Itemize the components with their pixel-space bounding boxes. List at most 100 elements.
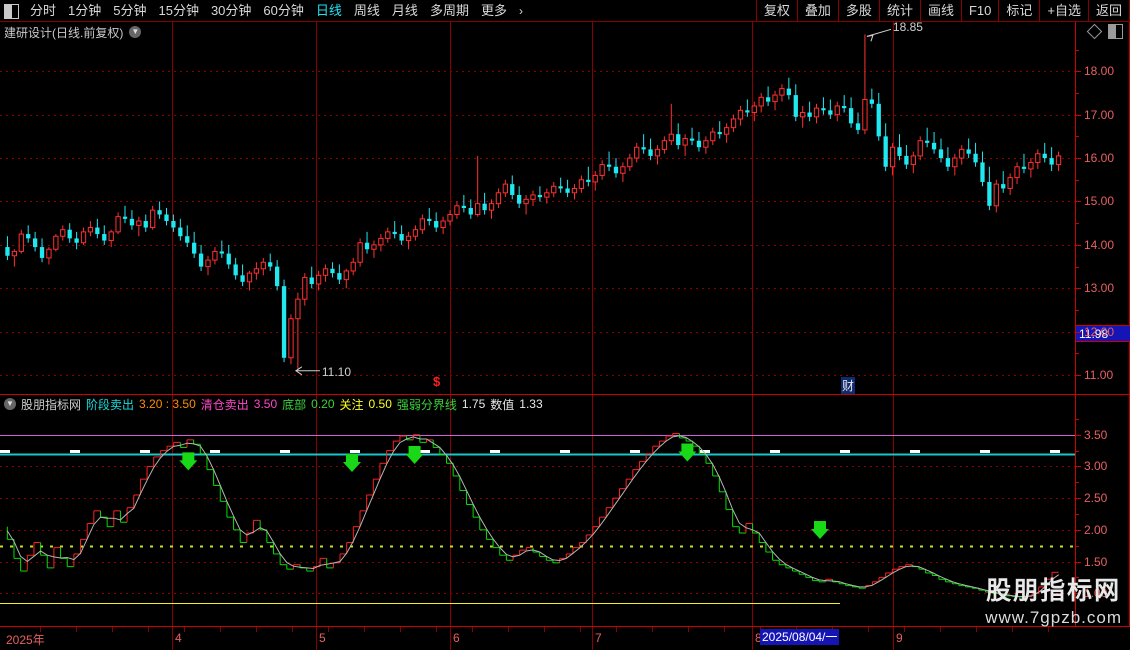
toolbar-right-group: 复权 叠加 多股 统计 画线 F10 标记 +自选 返回 [755, 0, 1130, 22]
button-mark[interactable]: 标记 [998, 0, 1039, 22]
indicator-field-label-2: 底部 [282, 397, 307, 412]
dividend-marker[interactable]: $ [433, 374, 441, 389]
price-chart-pane[interactable]: 建研设计(日线.前复权) ▼ 18.85 11.10 $ 财 11.98 18.… [0, 20, 1130, 394]
period-tab-more[interactable]: 更多 [480, 3, 507, 18]
date-axis-minor-gridmark [544, 627, 545, 632]
indicator-axis-label-5: 1.00 [1084, 586, 1108, 601]
indicator-pane[interactable]: ▼ 股朋指标网 阶段卖出 3.20 : 3.50 清仓卖出 3.50 底部 0.… [0, 394, 1130, 627]
price-axis-label-7: 11.00 [1084, 368, 1114, 383]
indicator-axis-minor-tick [1076, 498, 1079, 499]
period-tab-7[interactable]: 周线 [353, 3, 380, 18]
date-axis-label-1: 4 [175, 631, 182, 645]
button-add-favorite[interactable]: +自选 [1039, 0, 1088, 22]
date-axis-minor-gridmark [148, 627, 149, 632]
price-axis-minor-tick [1076, 332, 1079, 333]
price-axis-label-1: 17.00 [1084, 107, 1115, 122]
page-title: 建研设计(日线.前复权) [4, 25, 124, 40]
date-axis-minor-gridmark [76, 627, 77, 632]
price-axis-label-0: 18.00 [1084, 64, 1115, 79]
button-overlay[interactable]: 叠加 [796, 0, 838, 22]
indicator-axis-label-2: 2.50 [1084, 491, 1108, 506]
date-axis-selected-date: 2025/08/04/一 [760, 629, 840, 645]
indicator-axis-minor-tick [1076, 419, 1079, 420]
panel-layout-icon[interactable] [1108, 24, 1123, 39]
price-axis-minor-tick [1076, 50, 1079, 51]
period-tab-3[interactable]: 15分钟 [158, 3, 199, 18]
chevron-right-icon[interactable]: › [518, 4, 523, 18]
date-axis-minor-gridmark [328, 627, 329, 632]
indicator-field-value-4: 1.75 [461, 397, 486, 411]
indicator-axis-minor-tick [1076, 546, 1079, 547]
financial-report-marker[interactable]: 财 [841, 377, 856, 394]
indicator-axis-label-0: 3.50 [1084, 427, 1108, 442]
period-tab-4[interactable]: 30分钟 [210, 3, 252, 18]
date-axis-minor-gridmark [724, 627, 725, 632]
button-drawline[interactable]: 画线 [919, 0, 961, 22]
date-axis-minor-gridmark [364, 627, 365, 632]
price-axis-minor-tick [1076, 93, 1079, 94]
date-axis-minor-gridmark [436, 627, 437, 632]
indicator-axis-label-3: 2.00 [1084, 522, 1108, 537]
date-axis-minor-gridmark [256, 627, 257, 632]
button-back[interactable]: 返回 [1087, 0, 1130, 22]
panel-toggle-icon[interactable] [4, 3, 19, 19]
price-axis-label-4: 14.00 [1084, 237, 1115, 252]
price-axis-label-5: 13.00 [1084, 281, 1115, 296]
button-f10[interactable]: F10 [960, 0, 998, 22]
indicator-axis-minor-tick [1076, 482, 1079, 483]
date-axis-minor-gridmark [400, 627, 401, 632]
date-axis-minor-gridmark [616, 627, 617, 632]
current-price-badge: 11.98 [1076, 324, 1130, 342]
price-axis[interactable]: 11.98 18.00 17.00 16.00 15.00 14.00 13.00 12.0… [1075, 22, 1130, 394]
date-axis-gridmark [893, 627, 894, 650]
date-axis-minor-gridmark [868, 627, 869, 632]
date-axis-gridmark [316, 627, 317, 650]
date-axis-minor-gridmark [652, 627, 653, 632]
indicator-step-plot [0, 395, 1076, 627]
indicator-axis-minor-tick [1076, 593, 1079, 594]
date-axis-minor-gridmark [220, 627, 221, 632]
button-adjust[interactable]: 复权 [755, 0, 797, 22]
price-axis-label-6: 12.00 [1084, 324, 1115, 339]
date-axis-minor-gridmark [112, 627, 113, 632]
date-axis-minor-gridmark [688, 627, 689, 632]
date-axis-gridmark [172, 627, 173, 650]
period-tab-5[interactable]: 60分钟 [263, 3, 304, 18]
indicator-axis[interactable]: 3.50 3.00 2.50 2.00 1.50 1.00 [1075, 395, 1129, 626]
date-axis-minor-gridmark [1012, 627, 1013, 632]
watermark-site-name: 股朋指标网 [986, 577, 1122, 605]
diamond-icon[interactable] [1086, 23, 1103, 40]
date-axis-gridmark [752, 627, 753, 650]
date-axis-label-6: 9 [896, 631, 903, 645]
indicator-field-label-3: 关注 [339, 397, 364, 412]
period-tab-1[interactable]: 1分钟 [68, 3, 102, 18]
price-candlestick-plot [0, 22, 1076, 394]
chevron-down-circle-icon[interactable]: ▼ [4, 398, 16, 410]
date-axis-minor-gridmark [904, 627, 905, 632]
indicator-field-value-1: 3.50 [253, 397, 278, 411]
period-tab-9[interactable]: 多周期 [429, 3, 469, 18]
period-tab-0[interactable]: 分时 [30, 3, 57, 18]
indicator-axis-minor-tick [1076, 577, 1079, 578]
period-tab-daily[interactable]: 日线 [315, 3, 342, 18]
period-tab-8[interactable]: 月线 [391, 3, 418, 18]
price-pane-corner-icons [1086, 23, 1123, 40]
price-axis-minor-tick [1076, 353, 1079, 354]
indicator-header: ▼ 股朋指标网 阶段卖出 3.20 : 3.50 清仓卖出 3.50 底部 0.… [0, 395, 548, 413]
date-axis[interactable]: 2025年 4 5 6 7 8 9 2025/08/04/一 [0, 626, 1130, 650]
date-axis-label-2: 5 [319, 631, 326, 645]
date-axis-minor-gridmark [508, 627, 509, 632]
price-axis-label-2: 16.00 [1084, 151, 1115, 166]
indicator-axis-minor-tick [1076, 562, 1079, 563]
date-axis-label-3: 6 [453, 631, 460, 645]
button-stats[interactable]: 统计 [878, 0, 920, 22]
price-axis-minor-tick [1076, 115, 1079, 116]
date-axis-gridmark [592, 627, 593, 650]
period-tab-2[interactable]: 5分钟 [113, 3, 147, 18]
date-axis-minor-gridmark [472, 627, 473, 632]
button-multistock[interactable]: 多股 [837, 0, 879, 22]
date-axis-minor-gridmark [40, 627, 41, 632]
chevron-down-circle-icon[interactable]: ▼ [129, 26, 142, 38]
indicator-field-label-1: 清仓卖出 [200, 397, 249, 412]
